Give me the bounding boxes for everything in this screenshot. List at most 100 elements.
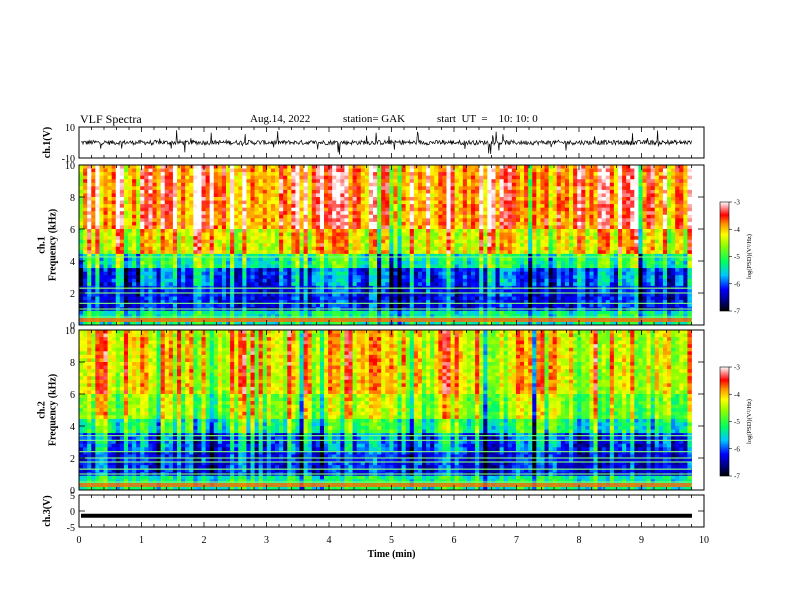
spectrogram-cell — [630, 250, 635, 255]
spectrogram-cell — [373, 243, 378, 248]
spectrogram-cell — [646, 186, 652, 191]
spectrogram-cell — [238, 193, 243, 198]
spectrogram-cell — [189, 193, 194, 198]
spectrogram-cell — [552, 211, 558, 216]
spectrogram-cell — [226, 264, 231, 269]
spectrogram-cell — [197, 271, 202, 276]
spectrogram-cell — [87, 214, 92, 219]
spectrogram-cell — [638, 250, 643, 255]
spectrogram-cell — [217, 243, 223, 248]
spectrogram-cell — [123, 221, 129, 226]
spectrogram-cell — [270, 168, 276, 173]
spectrogram-cell — [295, 236, 300, 241]
spectrogram-cell — [515, 257, 521, 262]
spectrogram-cell — [136, 278, 141, 283]
spectrogram-cell — [287, 261, 292, 265]
spectrogram-cell — [528, 221, 533, 226]
spectrogram-cell — [593, 197, 598, 201]
spectrogram-cell — [332, 257, 337, 262]
spectrogram-cell — [103, 229, 108, 233]
spectrogram-cell — [618, 257, 623, 262]
spectrogram-cell — [205, 172, 211, 177]
spectrogram-cell — [168, 221, 174, 226]
spectrogram-cell — [152, 236, 157, 241]
spectrogram-cell — [548, 246, 554, 251]
spectrogram-cell — [144, 214, 149, 219]
spectrogram-cell — [230, 243, 235, 248]
spectrogram-cell — [662, 186, 668, 191]
spectrogram-cell — [524, 253, 529, 258]
spectrogram-cell — [209, 165, 215, 169]
spectrogram-cell — [422, 193, 427, 198]
spectrogram-cell — [217, 221, 223, 226]
spectrogram-cell — [287, 168, 292, 173]
spectrogram-cell — [683, 179, 688, 184]
spectrogram-cell — [650, 232, 656, 237]
spectrogram-cell — [328, 193, 333, 198]
spectrogram-cell — [348, 239, 353, 244]
spectrogram-cell — [287, 239, 292, 244]
spectrogram-cell — [569, 236, 574, 241]
spectrogram-cell — [613, 207, 619, 212]
spectrogram-cell — [348, 168, 353, 173]
spectrogram-cell — [479, 264, 484, 269]
spectrogram-cell — [279, 214, 284, 219]
spectrogram-cell — [262, 186, 268, 191]
spectrogram-cell — [417, 271, 423, 276]
spectrogram-cell — [295, 221, 300, 226]
spectrogram-cell — [609, 200, 615, 205]
spectrogram-cell — [520, 243, 525, 248]
spectrogram-cell — [177, 211, 182, 216]
spectrogram-cell — [201, 189, 206, 194]
spectrogram-cell — [250, 204, 255, 209]
spectrogram-cell — [454, 271, 460, 276]
spectrogram-cell — [556, 236, 562, 241]
spectrogram-cell — [221, 168, 227, 173]
spectrogram-cell — [511, 275, 517, 280]
spectrogram-cell — [291, 165, 296, 169]
spectrogram-cell — [520, 168, 525, 173]
spectrogram-cell — [605, 239, 611, 244]
spectrogram-cell — [295, 214, 300, 219]
spectrogram-cell — [491, 189, 496, 194]
spectrogram-cell — [140, 253, 145, 258]
spectrogram-cell — [487, 168, 492, 173]
spectrogram-cell — [524, 200, 529, 205]
spectrogram-cell — [564, 218, 570, 223]
spectrogram-cell — [164, 250, 170, 255]
spectrogram-cell — [368, 193, 374, 198]
spectrogram-cell — [650, 182, 656, 187]
spectrogram-cell — [483, 229, 488, 233]
spectrogram-cell — [128, 261, 133, 265]
spectrogram-cell — [577, 229, 582, 233]
spectrogram-cell — [364, 165, 370, 169]
spectrogram-cell — [123, 275, 129, 280]
spectrogram-cell — [311, 278, 317, 283]
spectrogram-cell — [528, 243, 533, 248]
spectrogram-cell — [360, 268, 366, 273]
spectrogram-cell — [217, 257, 223, 262]
spectrogram-cell — [426, 189, 431, 194]
spectrogram-cell — [683, 264, 688, 269]
spectrogram-cell — [458, 236, 464, 241]
spectrogram-cell — [189, 204, 194, 209]
spectrogram-cell — [458, 214, 464, 219]
spectrogram-cell — [91, 197, 96, 201]
spectrogram-cell — [462, 264, 468, 269]
spectrogram-cell — [83, 229, 88, 233]
spectrogram-cell — [605, 271, 611, 276]
spectrogram-cell — [507, 179, 513, 184]
spectrogram-cell — [634, 189, 639, 194]
spectrogram-cell — [446, 175, 451, 180]
spectrogram-cell — [622, 229, 627, 233]
spectrogram-cell — [581, 221, 586, 226]
spectrogram-cell — [605, 200, 611, 205]
spectrogram-cell — [307, 257, 313, 262]
spectrogram-cell — [483, 165, 488, 169]
spectrogram-cell — [144, 253, 149, 258]
spectrogram-cell — [79, 207, 84, 212]
spectrogram-cell — [221, 253, 227, 258]
spectrogram-cell — [197, 211, 202, 216]
spectrogram-cell — [589, 189, 594, 194]
spectrogram-cell — [254, 204, 260, 209]
